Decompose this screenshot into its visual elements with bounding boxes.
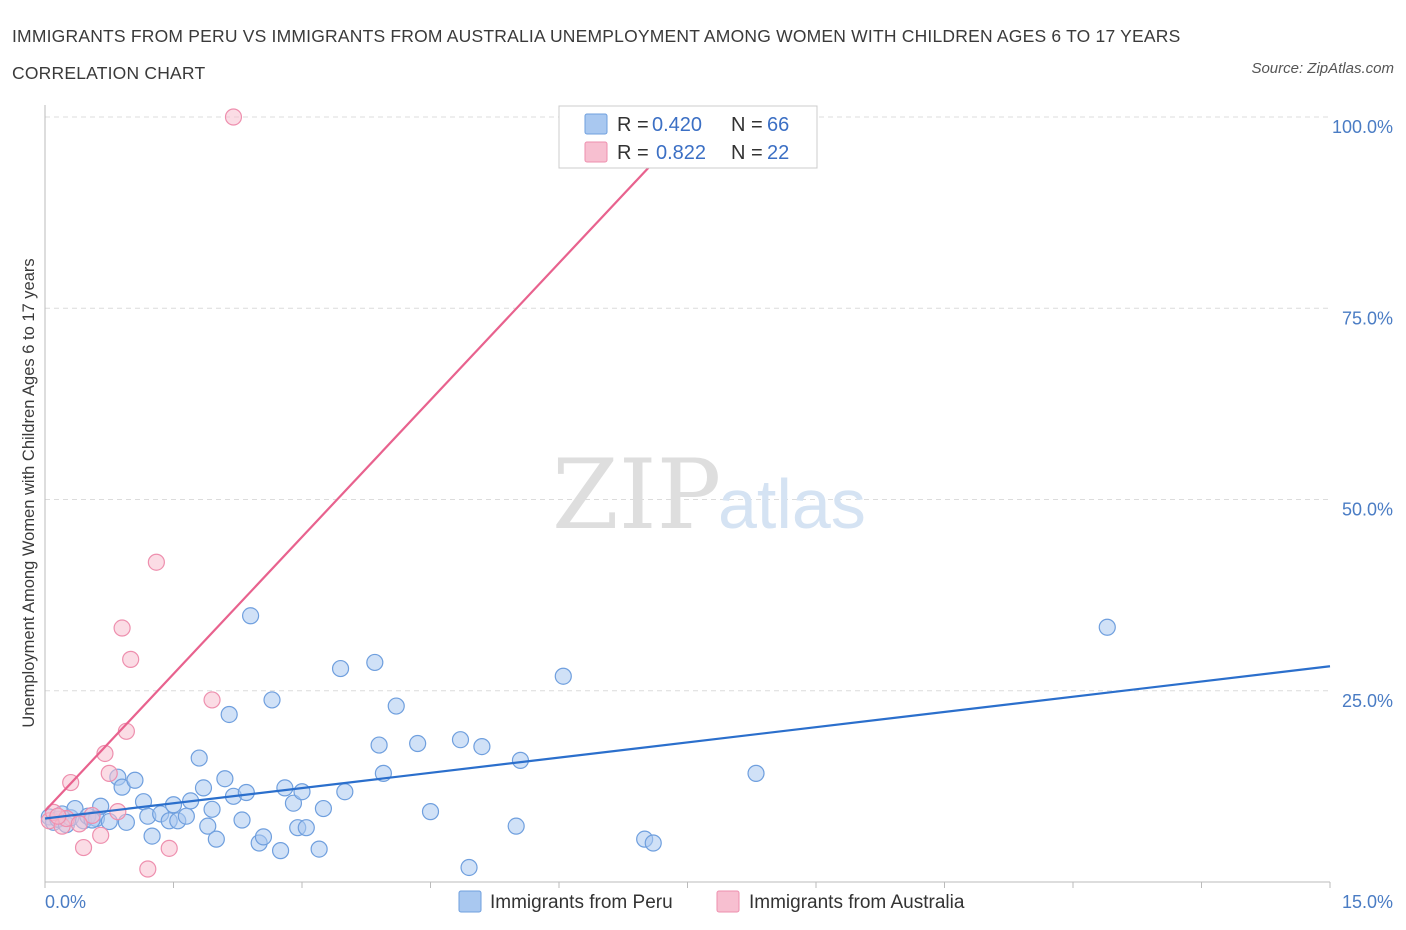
y-tick-label-75: 75.0%: [1342, 308, 1393, 328]
point-peru-39: [271, 842, 290, 860]
point-peru-49: [366, 653, 384, 672]
point-peru-57: [507, 817, 525, 835]
point-peru-44: [297, 819, 315, 837]
point-peru-18: [143, 827, 161, 845]
point-peru-28: [203, 800, 221, 818]
point-peru-45: [310, 840, 328, 858]
point-peru-46: [314, 799, 333, 818]
legend-n-value-australia: 22: [767, 142, 789, 164]
legend-r-label-australia: R =: [617, 142, 649, 164]
y-tick-label-100: 100.0%: [1332, 117, 1393, 137]
point-peru-63: [1098, 618, 1116, 636]
point-peru-53: [421, 803, 440, 821]
bottom-legend-label-australia: Immigrants from Australia: [749, 892, 965, 913]
point-peru-48: [336, 783, 354, 801]
axis-ticks: 25.0% 50.0% 75.0% 100.0% 0.0% 15.0%: [45, 117, 1393, 912]
bottom-legend-swatch-australia: [716, 890, 740, 913]
y-axis-label: Unemployment Among Women with Children A…: [20, 258, 38, 727]
legend-n-value-peru: 66: [767, 114, 789, 136]
point-peru-38: [263, 691, 281, 709]
point-peru-37: [254, 828, 273, 846]
point-peru-33: [233, 811, 251, 829]
point-peru-25: [190, 749, 208, 767]
point-australia-8: [100, 764, 118, 782]
x-tick-label-min: 0.0%: [45, 892, 86, 912]
legend-swatch-australia: [584, 141, 608, 163]
point-peru-62: [747, 764, 765, 782]
y-tick-label-50: 50.0%: [1342, 500, 1393, 520]
bottom-legend-swatch-peru: [458, 890, 482, 913]
point-peru-47: [331, 659, 350, 678]
legend-n-label-peru: N =: [731, 114, 763, 136]
point-peru-31: [220, 705, 238, 724]
legend-r-label-peru: R =: [617, 114, 649, 136]
point-peru-27: [199, 817, 217, 835]
point-australia-4: [74, 838, 93, 857]
point-australia-13: [139, 860, 157, 878]
point-australia-17: [224, 108, 243, 126]
point-australia-16: [203, 691, 221, 709]
point-australia-6: [92, 826, 110, 844]
point-peru-35: [242, 607, 260, 625]
point-peru-58: [511, 751, 530, 769]
point-australia-10: [113, 619, 131, 637]
point-peru-54: [451, 731, 470, 749]
chart-source: Source: ZipAtlas.com: [1251, 60, 1394, 77]
point-peru-51: [387, 697, 405, 715]
point-peru-30: [216, 770, 234, 788]
point-peru-56: [473, 737, 491, 756]
point-peru-59: [554, 667, 572, 685]
point-peru-52: [409, 734, 427, 753]
series-peru-points: [40, 607, 1116, 877]
point-australia-14: [147, 553, 165, 571]
point-peru-26: [194, 779, 213, 797]
stats-legend: R = 0.420 N = 66 R = 0.822 N = 22: [558, 105, 818, 169]
point-peru-15: [126, 771, 144, 789]
point-peru-43: [293, 783, 311, 801]
point-peru-50: [370, 736, 388, 754]
series-australia-points: [40, 108, 731, 878]
point-australia-20: [70, 815, 88, 833]
chart-title: IMMIGRANTS FROM PERU VS IMMIGRANTS FROM …: [12, 26, 1181, 83]
point-peru-40: [276, 779, 294, 797]
series-legend: Immigrants from Peru Immigrants from Aus…: [458, 890, 965, 913]
trend-lines: [44, 116, 1331, 820]
watermark-atlas: atlas: [718, 465, 866, 543]
point-peru-61: [644, 834, 662, 852]
point-peru-29: [207, 830, 225, 848]
y-tick-label-25: 25.0%: [1342, 691, 1393, 711]
trend-line-australia: [44, 116, 697, 812]
bottom-legend-label-peru: Immigrants from Peru: [490, 892, 673, 913]
point-australia-15: [160, 839, 178, 857]
legend-r-value-peru: 0.420: [652, 114, 702, 136]
watermark-zip: ZIP: [552, 439, 721, 551]
trend-line-peru: [44, 665, 1331, 820]
point-peru-34: [237, 783, 255, 802]
point-peru-55: [460, 858, 478, 877]
legend-n-label-australia: N =: [731, 142, 763, 164]
x-tick-label-max: 15.0%: [1342, 892, 1393, 912]
legend-r-value-australia: 0.822: [656, 142, 706, 164]
point-australia-12: [122, 650, 140, 668]
point-peru-41: [284, 794, 303, 812]
point-peru-23: [177, 807, 195, 825]
legend-swatch-peru: [584, 113, 608, 135]
